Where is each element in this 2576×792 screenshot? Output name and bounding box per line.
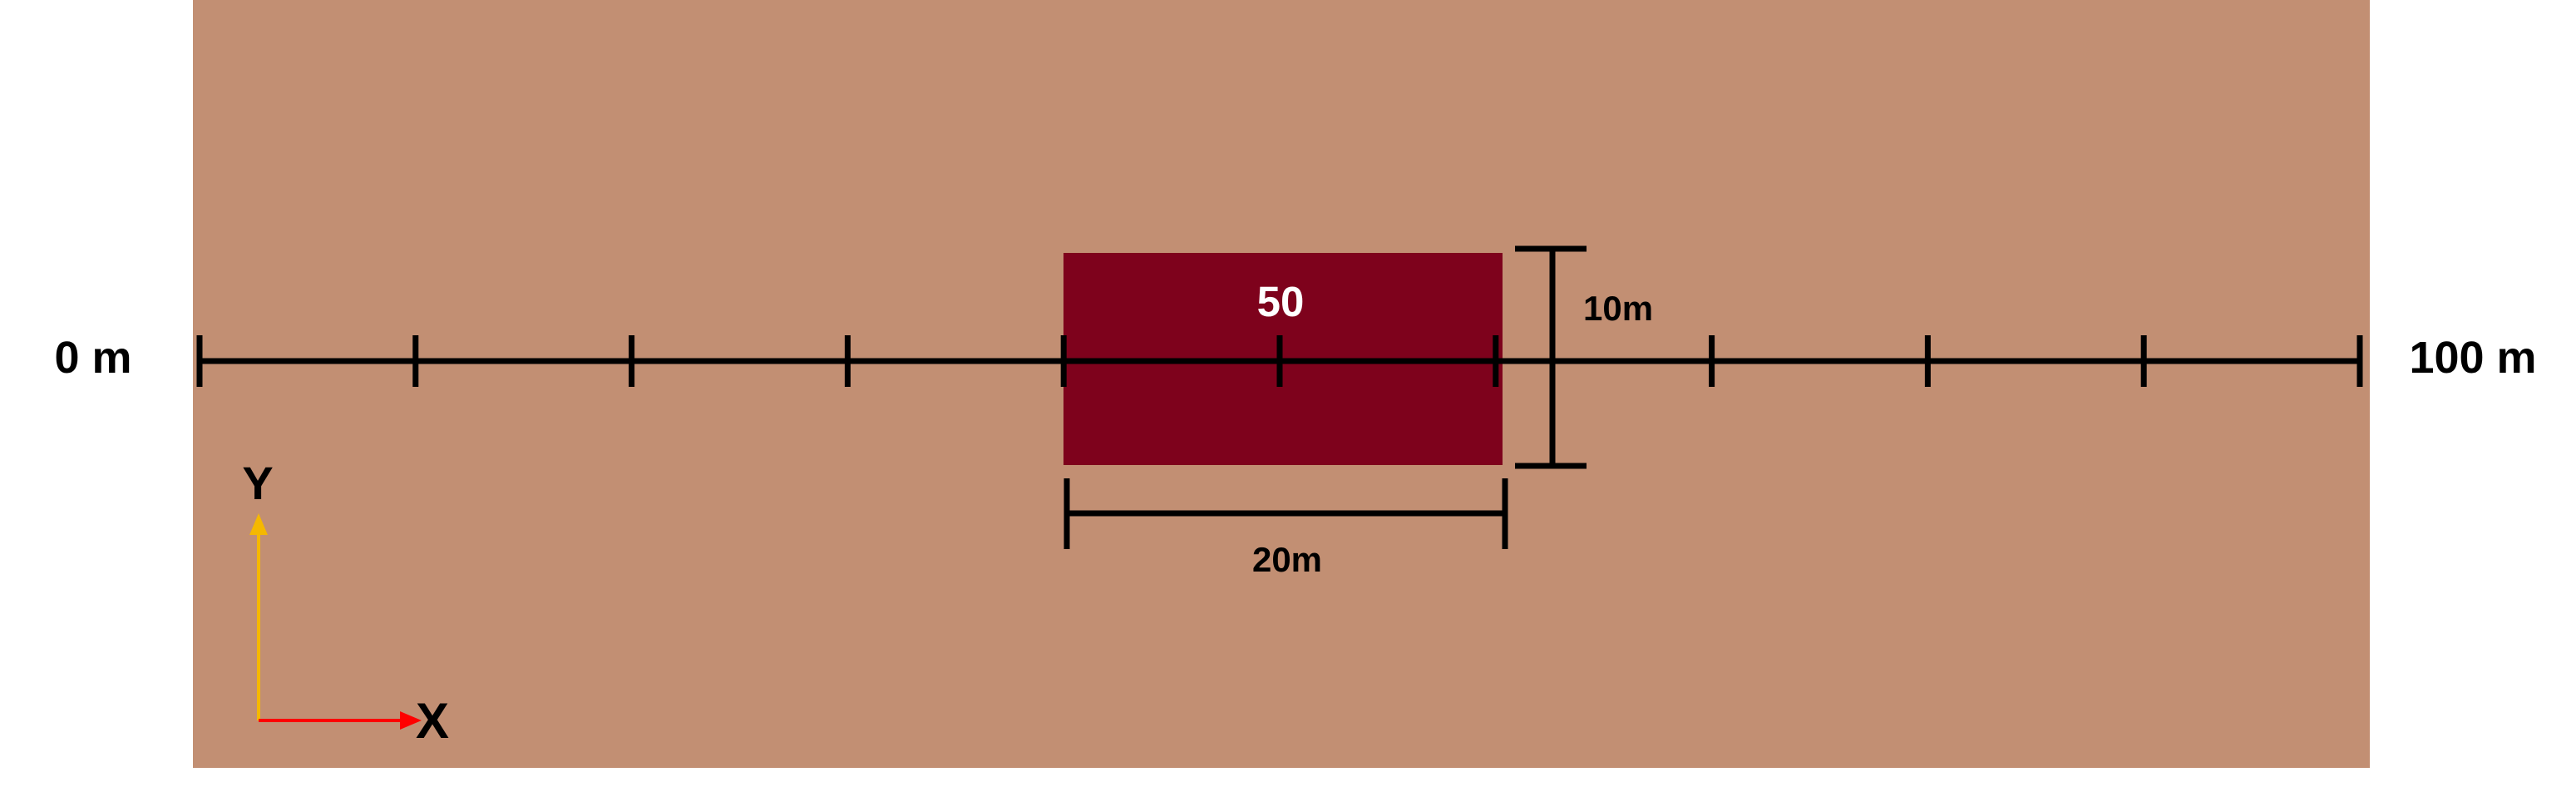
x-axis-label: X [416, 693, 449, 749]
x-axis-arrowhead [400, 711, 422, 730]
scale-end-label: 100 m [2409, 333, 2536, 383]
height-dimension: 10m [1515, 245, 1653, 469]
width-dimension: 20m [1063, 478, 1508, 579]
axes-indicator: Y X [242, 457, 449, 749]
scale-ticks [196, 335, 2363, 387]
height-dimension-label: 10m [1583, 289, 1653, 328]
width-dimension-label: 20m [1252, 540, 1322, 579]
scale-start-label: 0 m [54, 333, 131, 383]
block-value-label: 50 [1257, 278, 1305, 325]
y-axis-label: Y [242, 457, 273, 509]
y-axis-arrowhead [249, 513, 268, 535]
